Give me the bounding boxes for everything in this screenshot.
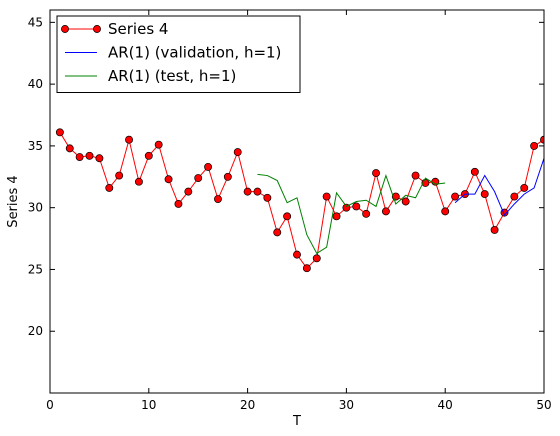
data-point	[372, 169, 380, 178]
data-point	[174, 200, 183, 208]
y-axis-label: Series 4	[6, 175, 21, 227]
legend-item: AR(1) (validation, h=1)	[65, 44, 281, 62]
data-point	[451, 192, 460, 201]
data-point	[134, 177, 143, 186]
data-point	[411, 171, 420, 180]
data-point	[243, 187, 252, 196]
data-point	[233, 148, 242, 157]
series-1	[55, 128, 544, 273]
data-point	[223, 172, 232, 181]
y-tick-label: 35	[28, 139, 43, 153]
legend-label: AR(1) (validation, h=1)	[108, 44, 281, 62]
legend-marker	[93, 25, 101, 33]
data-point	[184, 187, 193, 196]
data-point	[312, 254, 321, 263]
data-point	[441, 207, 450, 216]
legend-label: AR(1) (test, h=1)	[108, 67, 236, 85]
data-point	[530, 141, 539, 150]
data-point	[95, 154, 104, 163]
y-tick-label: 30	[28, 201, 43, 215]
data-point	[283, 212, 292, 221]
y-tick-label: 25	[28, 262, 43, 276]
x-tick-label: 10	[141, 398, 156, 412]
data-point	[520, 183, 529, 192]
y-tick-label: 20	[28, 324, 43, 338]
x-tick-label: 40	[438, 398, 453, 412]
data-point	[490, 225, 499, 234]
data-point	[214, 195, 222, 203]
series-line	[454, 158, 544, 217]
legend-item: Series 4	[61, 20, 168, 38]
legend: Series 4 AR(1) (validation, h=1) AR(1) (te…	[56, 15, 301, 93]
data-point	[362, 209, 371, 218]
series-line	[257, 173, 446, 255]
data-point	[85, 151, 94, 160]
legend-marker	[61, 25, 69, 33]
data-point	[540, 135, 544, 144]
data-point	[401, 197, 410, 206]
data-point	[510, 192, 519, 201]
data-point	[75, 153, 84, 161]
series-2	[454, 158, 544, 217]
data-point	[293, 250, 301, 259]
data-point	[273, 228, 282, 237]
x-axis-label: T	[292, 414, 301, 429]
data-point	[55, 128, 64, 137]
legend-item: AR(1) (test, h=1)	[65, 67, 236, 85]
data-point	[204, 162, 213, 171]
data-point	[381, 207, 390, 216]
data-point	[470, 167, 479, 176]
data-point	[263, 193, 272, 202]
series-3	[257, 173, 446, 255]
series-line	[59, 132, 544, 269]
data-point	[302, 264, 311, 273]
data-point	[164, 175, 173, 184]
x-tick-label: 20	[240, 398, 255, 412]
data-point	[154, 140, 163, 149]
data-point	[480, 190, 489, 199]
data-point	[115, 171, 124, 180]
x-tick-label: 50	[536, 398, 551, 412]
data-point	[194, 174, 203, 182]
data-point	[105, 183, 114, 192]
data-point	[144, 151, 153, 160]
data-point	[125, 135, 133, 144]
data-point	[322, 192, 331, 201]
data-point	[352, 202, 361, 211]
data-point	[253, 187, 262, 196]
legend-label: Series 4	[108, 20, 168, 38]
y-tick-label: 45	[28, 15, 43, 29]
x-tick-label: 30	[339, 398, 354, 412]
data-point	[332, 212, 341, 221]
plot-frame	[49, 9, 545, 394]
y-tick-label: 40	[28, 77, 43, 91]
series-layer	[55, 128, 544, 273]
x-tick-label: 0	[46, 398, 54, 412]
tick-layer: 0 10 20 30 40 50 20 25 30 35 40 45	[28, 10, 552, 412]
data-point	[65, 144, 74, 153]
